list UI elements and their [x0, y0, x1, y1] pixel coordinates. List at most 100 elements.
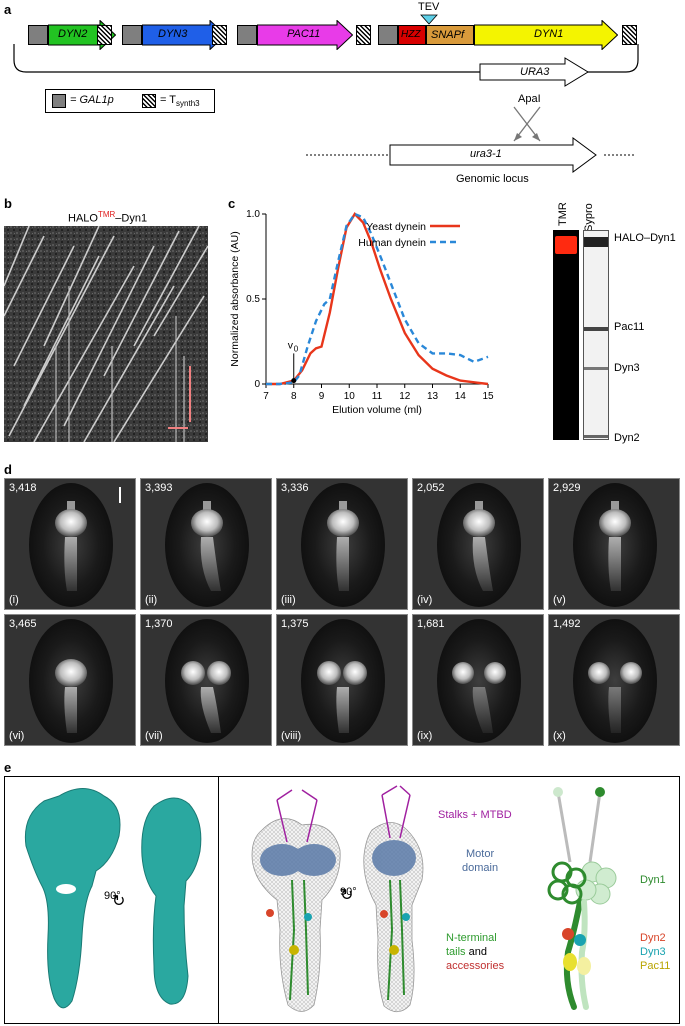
legend-tsynth-main: = T	[160, 94, 177, 106]
series-line-1	[266, 212, 489, 386]
class-average-cell: 1,681 (ix)	[412, 614, 544, 746]
gel-lane-sypro-label: Sypro	[583, 203, 595, 232]
class-average-image	[413, 479, 543, 609]
dyn2-gene-label: DYN2	[58, 28, 88, 40]
gel-band-dyn3	[584, 367, 608, 370]
y-tick-label: 0	[254, 379, 260, 390]
class-average-image	[549, 479, 679, 609]
nterm-label-2: tails and	[446, 946, 487, 958]
rotation-arrow-1: ↻	[112, 893, 125, 910]
v0-dot	[291, 378, 297, 384]
panel-b-title-prefix: HALO	[68, 212, 98, 225]
x-tick-label: 11	[372, 391, 383, 402]
class-index: (vii)	[145, 730, 163, 742]
terminator-1	[97, 25, 112, 45]
class-average-image	[549, 615, 679, 745]
particle-count: 1,375	[281, 618, 309, 630]
snapf-tag: SNAPf	[426, 25, 474, 45]
legend-label-0: Yeast dynein	[366, 221, 426, 233]
class-index: (x)	[553, 730, 566, 742]
dyn1-gene: DYN1	[474, 19, 619, 51]
x-tick-label: 12	[399, 391, 411, 402]
panel-e-letter: e	[4, 760, 12, 775]
snapf-tag-label: SNAPf	[431, 29, 465, 41]
class-index: (ix)	[417, 730, 433, 742]
sec-chromatogram: 7 8 9 10 11 12 13 14 15 0 0.5 1.0 Elution volume (ml…	[229, 209, 494, 416]
legend-tsynth-text: = Tsynth3	[160, 94, 200, 108]
class-index: (i)	[9, 594, 19, 606]
kymograph-image	[4, 226, 208, 442]
gal1p-promoter-1	[28, 25, 48, 45]
panel-e-divider	[218, 776, 219, 1024]
hzz-tag-label: HZZ	[401, 29, 421, 40]
nterm-tails: tails	[446, 946, 466, 958]
apai-arrowhead-1	[532, 133, 540, 141]
nterm-label-1: N-terminal	[446, 932, 497, 944]
schematic-tail	[563, 899, 583, 1010]
dynein-schematic	[547, 787, 617, 1010]
gel-band-dyn1	[584, 237, 608, 247]
nterm-label-4: accessories	[446, 960, 505, 972]
class-average-cell: 1,370 (vii)	[140, 614, 272, 746]
gal1p-promoter-3	[237, 25, 257, 45]
class-average-cell: 2,052 (iv)	[412, 478, 544, 610]
panel-b-title: HALOTMR–Dyn1	[68, 210, 147, 225]
gel-lane-tmr-label: TMR	[557, 202, 569, 226]
panel-e-graphics: ↻	[24, 788, 202, 1009]
genomic-locus-label: Genomic locus	[456, 173, 529, 185]
apai-arrowhead-2	[514, 133, 522, 141]
x-axis-label: Elution volume (ml)	[332, 404, 422, 416]
x-tick-label: 15	[482, 391, 494, 402]
class-average-cell: 3,336 (iii)	[276, 478, 408, 610]
panel-a-letter: a	[4, 2, 12, 17]
rotation-label-2: 90°	[340, 886, 357, 898]
schematic-label-dyn1: Dyn1	[640, 874, 666, 886]
teal-surface-front	[24, 788, 121, 1009]
panel-a-diagram	[13, 14, 639, 173]
ura3-1-label: ura3-1	[470, 148, 502, 160]
particle-count: 2,052	[417, 482, 445, 494]
scale-bar	[119, 487, 121, 503]
x-tick-label: 7	[263, 391, 269, 402]
gel-label-dyn3: Dyn3	[614, 362, 640, 374]
teal-surface-front-hole	[56, 884, 76, 894]
mesh-maps: ↻	[251, 785, 424, 1013]
class-average-image	[141, 615, 271, 745]
rotation-label-1: 90°	[104, 890, 121, 902]
gel-label-dyn2: Dyn2	[614, 432, 640, 444]
panel-d-letter: d	[4, 462, 12, 477]
panel-b-letter: b	[4, 196, 12, 211]
plasmid-loop	[13, 44, 639, 73]
gel-tmr-band	[555, 236, 577, 254]
legend-tsynth-sub: synth3	[176, 99, 200, 109]
apai-label: ApaI	[518, 93, 541, 105]
class-index: (vi)	[9, 730, 25, 742]
terminator-3	[356, 25, 371, 45]
ura3-arrow	[479, 57, 589, 87]
particle-count: 3,393	[145, 482, 173, 494]
class-average-image	[277, 615, 407, 745]
series-line-0	[266, 212, 489, 386]
panel-c-letter: c	[228, 196, 236, 211]
legend-gal1p-text: = GAL1p	[70, 94, 114, 106]
gel-band-dyn2	[584, 435, 608, 438]
class-average-image	[5, 479, 135, 609]
gel-band-pac11	[584, 327, 608, 331]
teal-surface-side	[141, 797, 202, 1005]
particle-count: 1,370	[145, 618, 173, 630]
class-average-cell: 3,393 (ii)	[140, 478, 272, 610]
x-tick-label: 10	[344, 391, 356, 402]
class-average-cell: 2,929 (v)	[548, 478, 680, 610]
panel-a-legend: = GAL1p = Tsynth3	[45, 89, 215, 113]
hzz-tag: HZZ	[398, 25, 426, 45]
class-average-cell: 1,375 (viii)	[276, 614, 408, 746]
panel-b-title-sup: TMR	[97, 210, 116, 219]
x-tick-label: 8	[291, 391, 297, 402]
gal1p-promoter-2	[122, 25, 142, 45]
panel-b-title-suffix: –Dyn1	[115, 212, 148, 225]
particle-count: 3,418	[9, 482, 37, 494]
particle-count: 1,492	[553, 618, 581, 630]
v0-label: v	[288, 339, 294, 351]
class-index: (v)	[553, 594, 566, 606]
x-tick-label: 14	[455, 391, 467, 402]
